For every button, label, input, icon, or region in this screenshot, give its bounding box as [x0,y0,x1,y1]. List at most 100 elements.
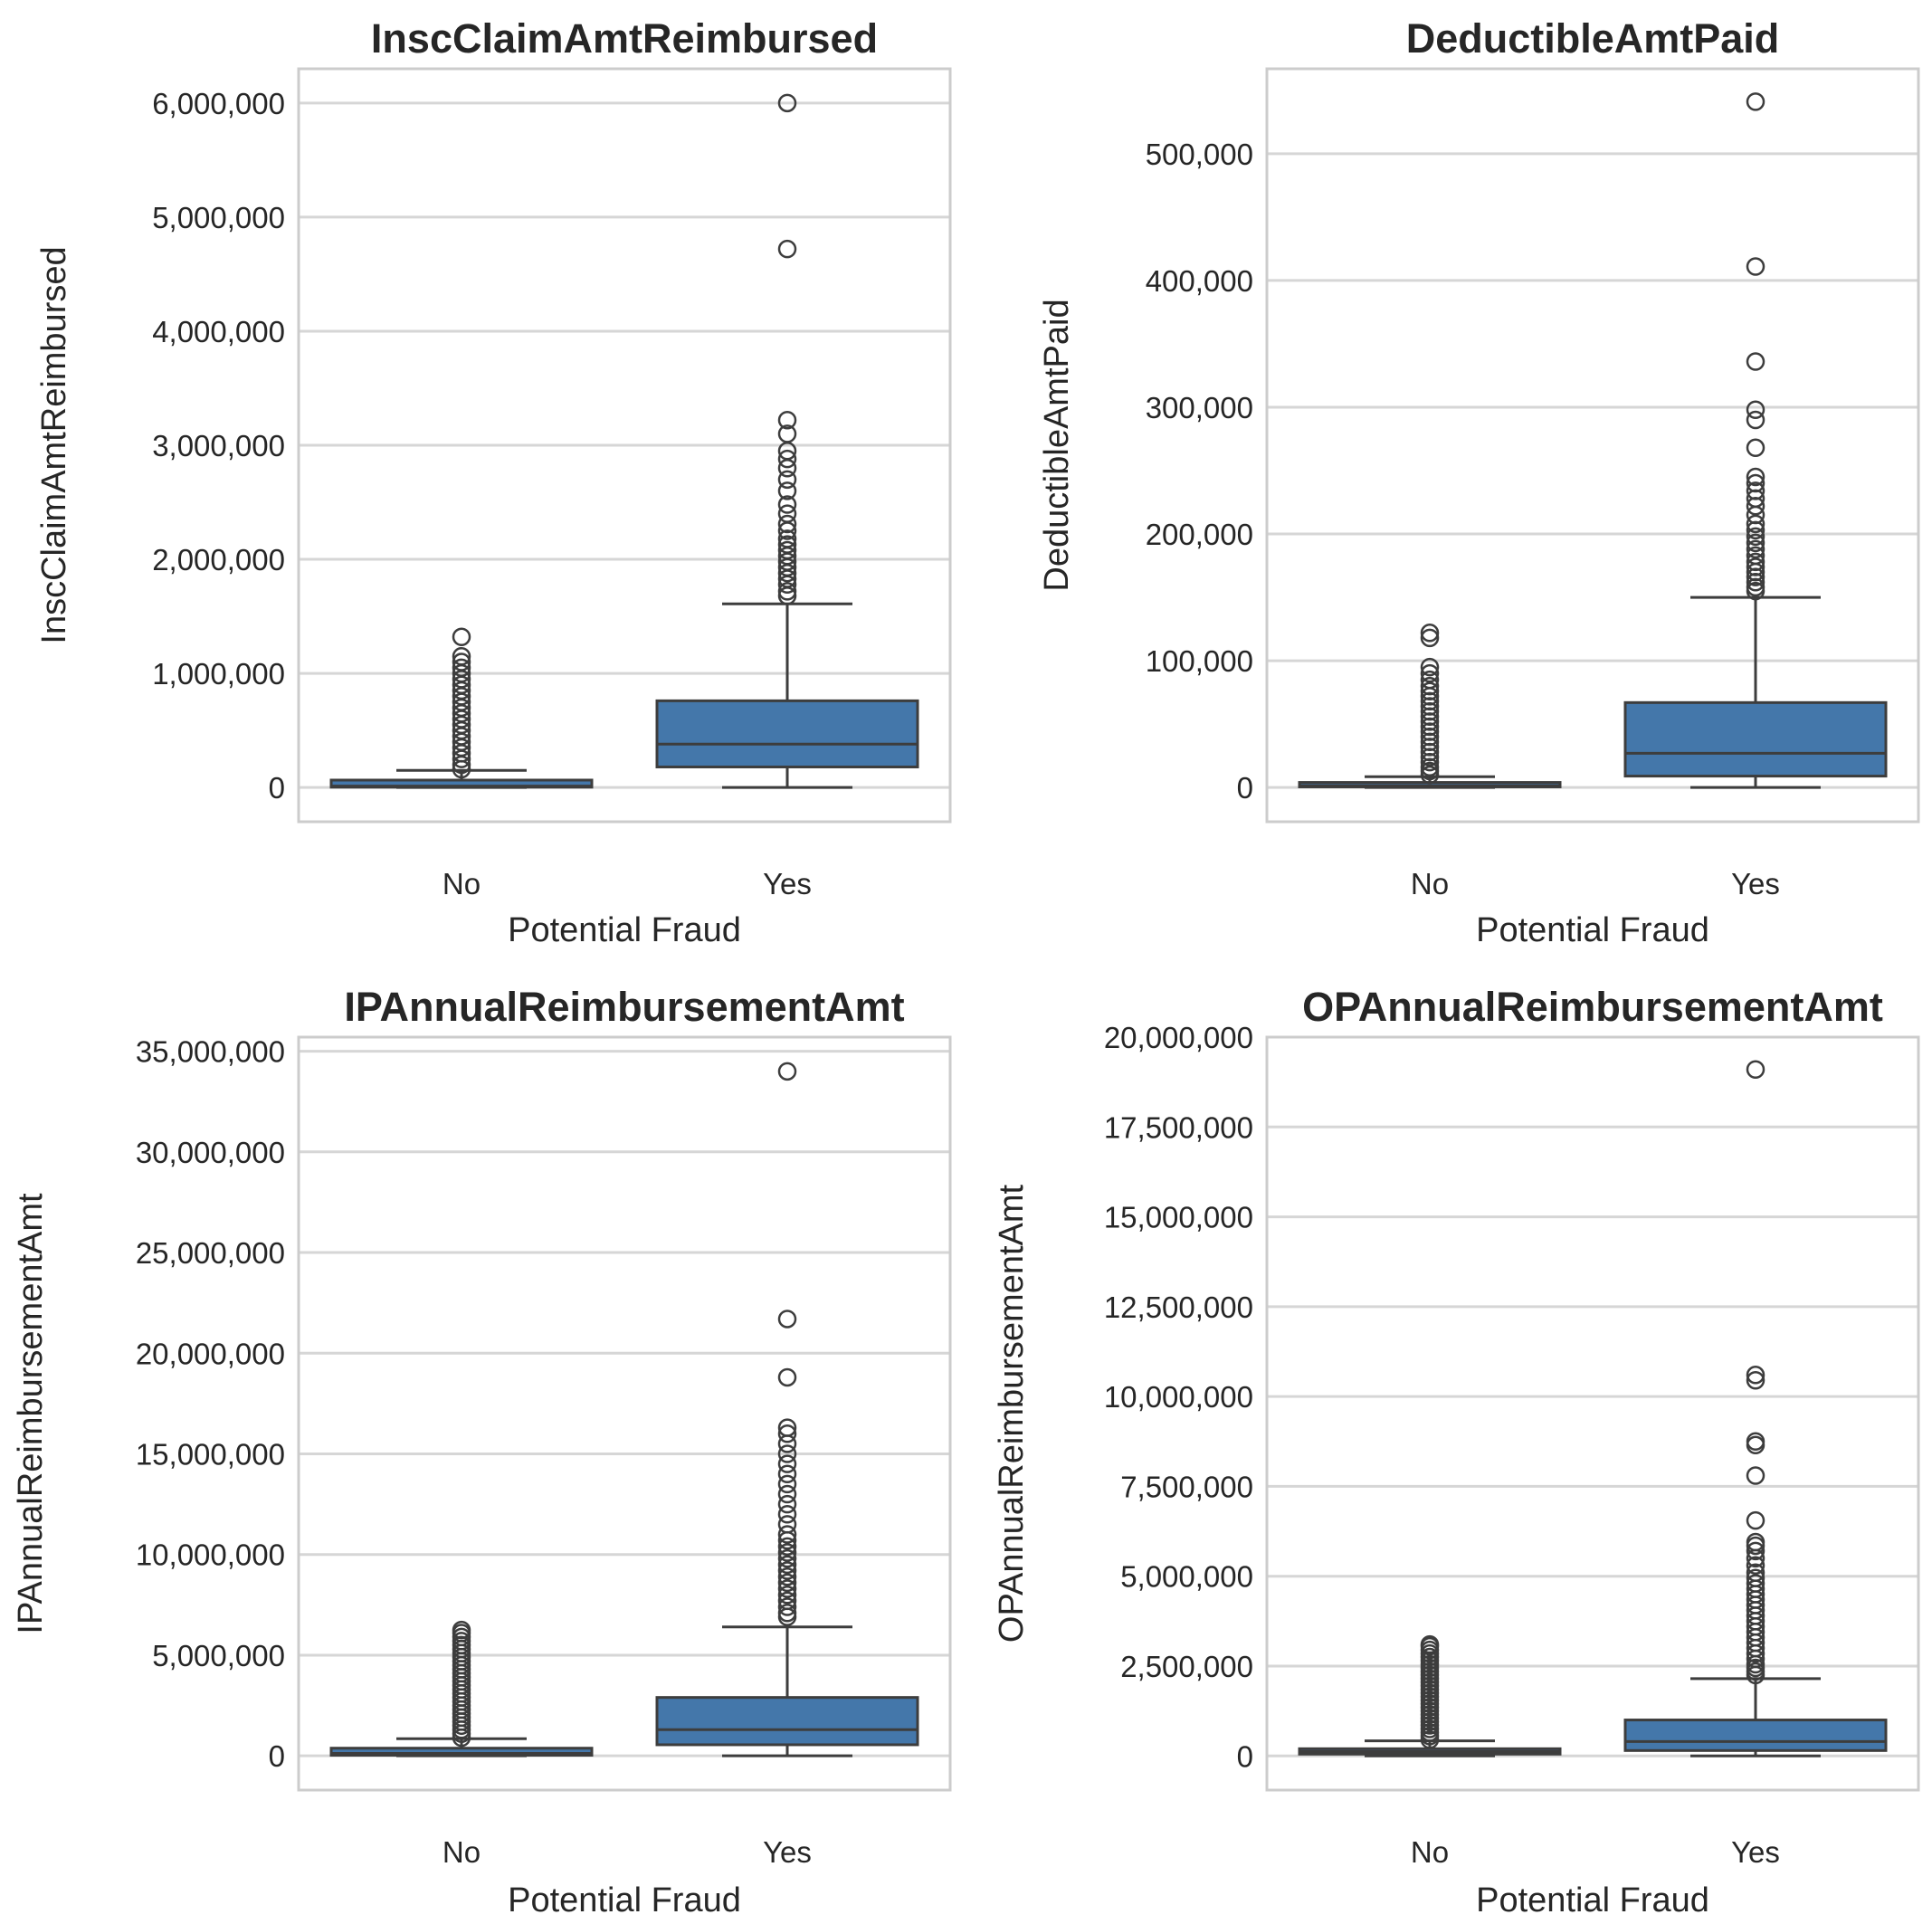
outlier-point [1746,473,1765,493]
outlier-point [777,411,797,430]
outlier-point [777,1591,797,1611]
outlier-point [777,1543,797,1562]
y-tick-label: 15,000,000 [136,1437,285,1471]
outlier-point [777,1494,797,1514]
outlier-point [1746,533,1765,553]
subplot-2: 0 100,000 200,000 300,000 400,000 500,000 No Ye… [1038,15,1920,949]
outlier-point [1746,438,1765,458]
outlier-point [777,540,797,560]
outlier-point [452,652,471,671]
axes-frame [297,1035,952,1792]
y-tick-label: 0 [269,1739,285,1773]
y-tick-label: 3,000,000 [152,429,285,462]
outlier-point [777,449,797,469]
outlier-point [452,646,471,666]
outlier-point [777,1603,797,1623]
outlier-point [777,1504,797,1524]
outlier-point [1746,481,1765,500]
outlier-point [1420,624,1440,643]
y-axis-label: InscClaimAmtReimbursed [35,246,73,643]
y-tick-label: 4,000,000 [152,315,285,348]
outlier-point [777,1525,797,1544]
outlier-point [1746,92,1765,111]
axes-frame [1265,1035,1920,1792]
outlier-point [777,582,797,601]
outlier-point [1746,1532,1765,1552]
outlier-point [777,481,797,500]
y-tick-label: 500,000 [1146,138,1253,171]
y-tick-label: 400,000 [1146,264,1253,298]
outlier-point [777,239,797,259]
outlier-point [777,1597,797,1616]
x-tick-label: No [443,1835,481,1869]
outlier-point [1746,467,1765,487]
chart-title: InscClaimAmtReimbursed [371,15,878,62]
y-tick-label: 20,000,000 [1104,1021,1253,1054]
y-tick-label: 6,000,000 [152,87,285,120]
outlier-point [452,658,471,678]
outlier-point [1420,663,1440,683]
y-tick-label: 7,500,000 [1120,1470,1253,1503]
outlier-point [777,470,797,490]
x-axis-label: Potential Fraud [508,911,741,949]
x-tick-label: No [1411,867,1449,900]
y-tick-label: 30,000,000 [136,1136,285,1169]
iqr-box [329,1747,594,1757]
box-no [329,1620,594,1757]
x-axis-label: Potential Fraud [1476,1881,1709,1919]
subplot-3: 0 5,000,000 10,000,000 15,000,000 20,000,000… [12,984,952,1919]
box-no [329,627,594,789]
x-tick-label: Yes [763,867,812,900]
outlier-point [1420,670,1440,690]
outlier-point [777,1537,797,1557]
outlier-point [777,1579,797,1598]
outlier-point [1746,552,1765,572]
y-tick-label: 2,000,000 [152,543,285,576]
outlier-point [777,1555,797,1575]
outlier-point [777,1454,797,1473]
y-tick-label: 2,500,000 [1120,1650,1253,1683]
outlier-point [1746,1432,1765,1452]
outlier-point [1746,1541,1765,1561]
outlier-point [1746,1466,1765,1485]
chart-title: OPAnnualReimbursementAmt [1302,984,1883,1030]
outlier-point [777,1424,797,1443]
y-tick-label: 0 [1237,1739,1253,1773]
outlier-point [1420,681,1440,700]
outlier-point [777,1484,797,1504]
outlier-point [1746,1510,1765,1530]
box-no [1298,1634,1562,1757]
y-axis-label: DeductibleAmtPaid [1038,299,1076,591]
outlier-point [1746,352,1765,371]
y-tick-label: 5,000,000 [152,201,285,234]
x-tick-label: No [443,867,481,900]
outlier-point [777,1474,797,1494]
outlier-point [1746,539,1765,559]
y-tick-label: 15,000,000 [1104,1201,1253,1234]
outlier-point [777,424,797,443]
x-axis-label: Potential Fraud [508,1881,741,1919]
outlier-point [777,1444,797,1463]
outlier-point [777,529,797,548]
y-axis-label: IPAnnualReimbursementAmt [12,1193,50,1634]
outlier-point [1746,1574,1765,1593]
outlier-point [1420,1634,1440,1654]
x-tick-label: Yes [763,1835,812,1869]
y-tick-label: 100,000 [1146,644,1253,678]
iqr-box [655,1696,919,1747]
y-tick-label: 200,000 [1146,518,1253,551]
outlier-point [1746,400,1765,420]
outlier-point [777,504,797,523]
axes-frame [1265,67,1920,824]
box-yes [655,93,919,789]
y-tick-label: 0 [1237,771,1253,805]
outlier-point [777,514,797,534]
box-no [1298,624,1562,789]
outlier-point [1420,676,1440,696]
y-tick-label: 10,000,000 [136,1538,285,1572]
outlier-point [777,1561,797,1580]
axes-frame [297,67,952,824]
y-tick-label: 300,000 [1146,391,1253,424]
outlier-point [777,1062,797,1081]
outlier-point [1746,1060,1765,1079]
